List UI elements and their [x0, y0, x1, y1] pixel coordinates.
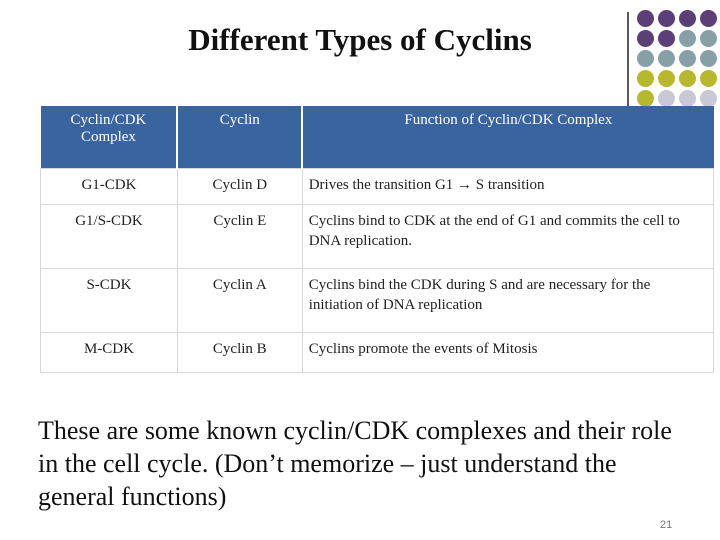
cell-complex: G1/S-CDK: [40, 204, 178, 269]
decor-dot: [700, 10, 717, 27]
decor-dot: [679, 90, 696, 107]
table-header-row: Cyclin/CDK Complex Cyclin Function of Cy…: [40, 106, 714, 169]
decor-dot: [700, 90, 717, 107]
decor-dot: [658, 70, 675, 87]
divider-line: [627, 12, 629, 108]
table-row: G1/S-CDK Cyclin E Cyclins bind to CDK at…: [40, 204, 715, 269]
header-cyclin: Cyclin: [176, 106, 303, 169]
decor-dot: [637, 70, 654, 87]
table-row: M-CDK Cyclin B Cyclins promote the event…: [40, 332, 715, 373]
cell-function: Cyclins promote the events of Mitosis: [301, 332, 715, 373]
decor-dot: [658, 50, 675, 67]
decor-dot: [679, 70, 696, 87]
decor-dot: [637, 10, 654, 27]
page-number: 21: [660, 519, 673, 531]
cell-function: Drives the transition G1 → S transition: [301, 168, 715, 205]
cell-cyclin: Cyclin E: [176, 204, 303, 269]
cyclin-table: Cyclin/CDK Complex Cyclin Function of Cy…: [40, 106, 715, 373]
decor-dot: [637, 30, 654, 47]
cell-function: Cyclins bind to CDK at the end of G1 and…: [301, 204, 715, 269]
decor-dot: [658, 10, 675, 27]
table-row: G1-CDK Cyclin D Drives the transition G1…: [40, 168, 715, 205]
cell-complex: M-CDK: [40, 332, 178, 373]
decor-dot: [679, 10, 696, 27]
cell-cyclin: Cyclin B: [176, 332, 303, 373]
cell-function: Cyclins bind the CDK during S and are ne…: [301, 268, 715, 333]
cell-complex: S-CDK: [40, 268, 178, 333]
decor-dot: [700, 70, 717, 87]
header-complex: Cyclin/CDK Complex: [40, 106, 178, 169]
decor-dot: [679, 50, 696, 67]
decor-dot: [658, 30, 675, 47]
decor-dot: [637, 50, 654, 67]
caption-text: These are some known cyclin/CDK complexe…: [38, 416, 672, 511]
header-function: Function of Cyclin/CDK Complex: [301, 106, 714, 169]
cell-complex: G1-CDK: [40, 168, 178, 205]
decor-dot: [658, 90, 675, 107]
cell-cyclin: Cyclin A: [176, 268, 303, 333]
decor-dot: [700, 50, 717, 67]
slide-title: Different Types of Cyclins: [188, 22, 532, 57]
decor-dot: [700, 30, 717, 47]
cell-cyclin: Cyclin D: [176, 168, 303, 205]
dot-grid-decoration: [637, 10, 720, 110]
decor-dot: [637, 90, 654, 107]
table-row: S-CDK Cyclin A Cyclins bind the CDK duri…: [40, 268, 715, 333]
decor-dot: [679, 30, 696, 47]
